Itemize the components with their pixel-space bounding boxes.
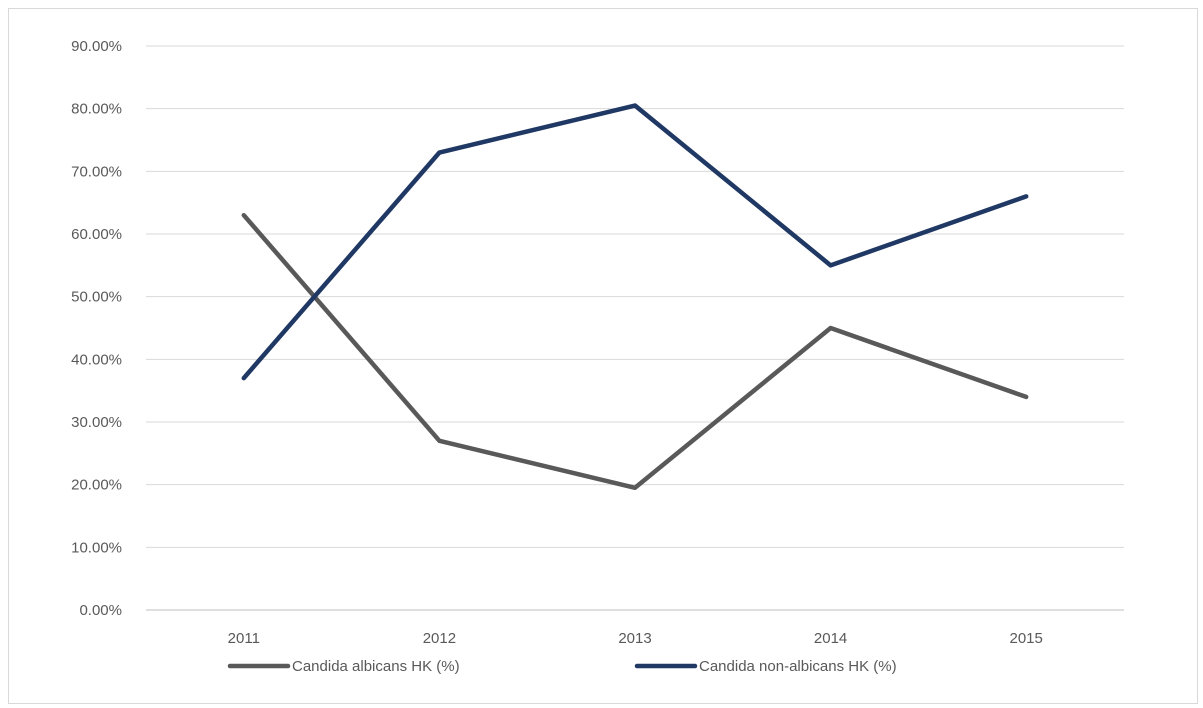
y-tick-label: 80.00% — [71, 101, 122, 118]
x-tick-label: 2014 — [814, 630, 847, 647]
gridlines — [146, 45, 1124, 611]
y-tick-label: 10.00% — [71, 539, 122, 556]
legend-item-2: Candida non-albicans HK (%) — [634, 658, 897, 675]
legend-item-1: Candida albicans HK (%) — [227, 658, 460, 675]
y-tick-label: 50.00% — [71, 289, 122, 306]
x-tick-label: 2015 — [1010, 630, 1043, 647]
legend: Candida albicans HK (%) Candida non-albic… — [227, 658, 897, 675]
y-axis-ticks: 0.00% 10.00% 20.00% 30.00% 40.00% 50.00% 60.00… — [71, 38, 122, 619]
x-tick-label: 2012 — [423, 630, 456, 647]
legend-label: Candida albicans HK (%) — [292, 658, 460, 675]
y-tick-label: 0.00% — [79, 602, 122, 619]
x-tick-label: 2011 — [228, 630, 260, 647]
y-tick-label: 20.00% — [71, 477, 122, 494]
x-axis-ticks: 2011 2012 2013 2014 2015 — [228, 630, 1043, 647]
series-line-1 — [241, 212, 1029, 491]
legend-label: Candida non-albicans HK (%) — [699, 658, 897, 675]
chart-frame — [8, 8, 1198, 704]
series-line-2 — [241, 103, 1029, 381]
y-tick-label: 30.00% — [71, 414, 122, 431]
y-tick-label: 40.00% — [71, 351, 122, 368]
series-lines — [241, 103, 1029, 491]
y-tick-label: 70.00% — [71, 163, 122, 180]
y-tick-label: 90.00% — [71, 38, 122, 55]
y-tick-label: 60.00% — [71, 226, 122, 243]
x-tick-label: 2013 — [618, 630, 651, 647]
